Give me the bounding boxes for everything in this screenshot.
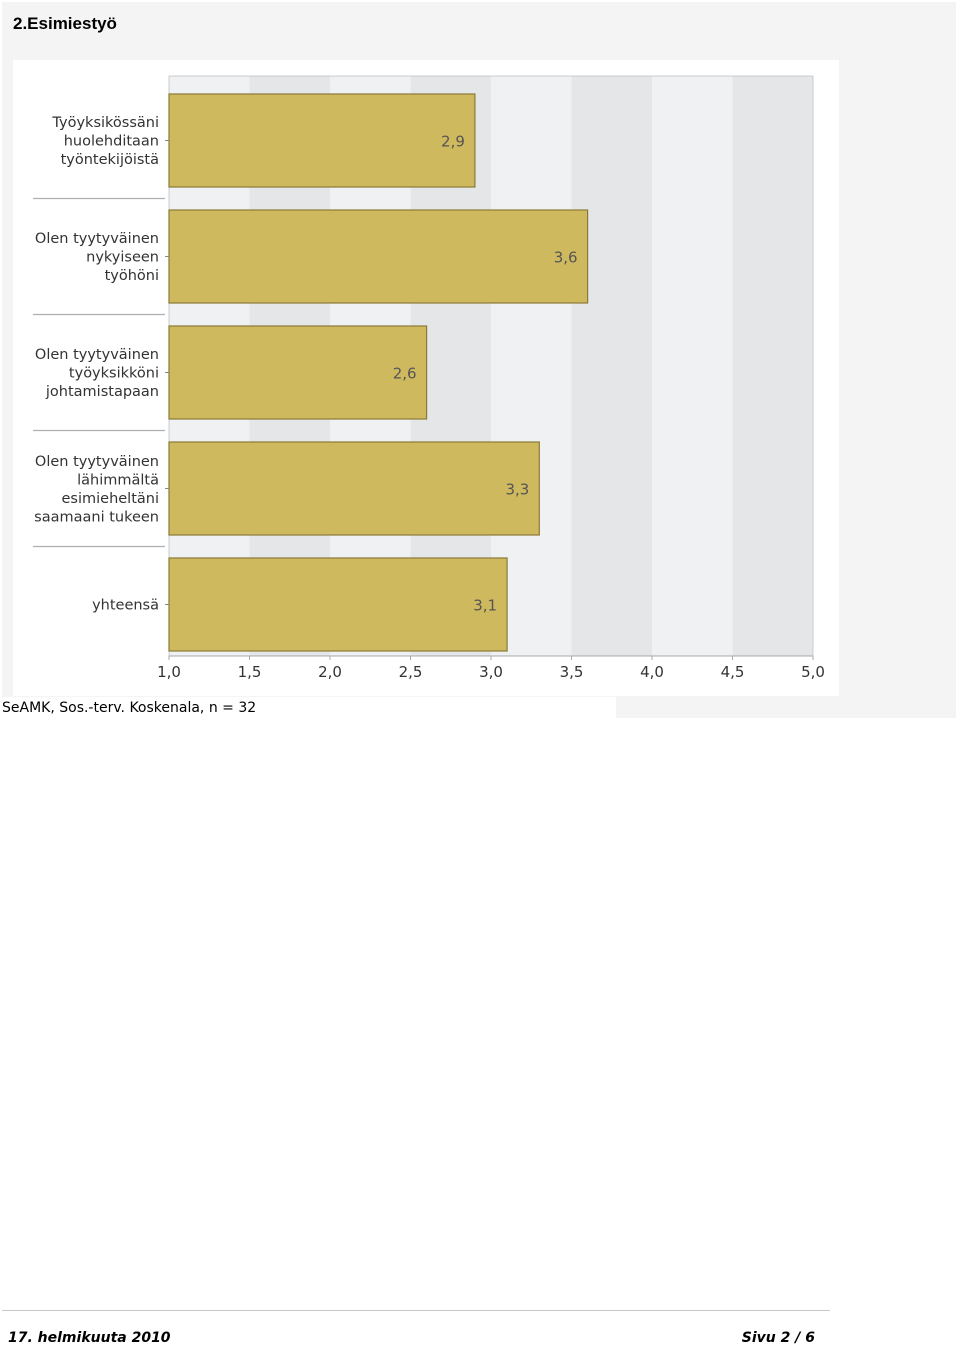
category-labels: Työyksikössäni huolehditaan työntekijöistä… — [33, 115, 169, 614]
category-label-4-line-0: yhteensä — [92, 598, 159, 614]
category-label-0-line-0: Työyksikössäni — [51, 115, 159, 131]
category-label-2-line-2: johtamistapaan — [45, 384, 159, 400]
category-label-3-line-1: lähimmältä — [77, 472, 159, 488]
category-label-1-line-1: nykyiseen — [86, 250, 159, 266]
category-label-3-line-2: esimieheltäni — [61, 491, 159, 507]
bar-3 — [168, 441, 540, 536]
x-tick-label-0: 1,0 — [157, 663, 181, 681]
x-axis: 1,0 1,5 2,0 2,5 3,0 3,5 4,0 4,5 5,0 — [157, 655, 825, 681]
x-tick-label-3: 2,5 — [399, 663, 423, 681]
x-tick-label-8: 5,0 — [801, 663, 825, 681]
x-tick-label-7: 4,5 — [721, 663, 745, 681]
category-label-2-line-1: työyksikköni — [69, 366, 159, 382]
category-label-1-line-2: työhöni — [105, 268, 159, 284]
bar-chart: 2,9 3,6 2,6 3,3 3,1 Työyksikössäni huolehdita… — [33, 75, 825, 681]
category-label-2: Olen tyytyväinen työyksikköni johtamistapa… — [35, 347, 159, 400]
category-label-1: Olen tyytyväinen nykyiseen työhöni — [35, 231, 159, 284]
category-label-1-line-0: Olen tyytyväinen — [35, 231, 159, 247]
footer-divider — [2, 1310, 830, 1311]
caption-background — [0, 697, 616, 720]
bar-4 — [168, 557, 508, 652]
chart-caption: SeAMK, Sos.-terv. Koskenala, n = 32 — [2, 700, 257, 716]
bar-value-label-0: 2,9 — [441, 133, 465, 151]
x-tick-label-1: 1,5 — [238, 663, 262, 681]
category-label-0-line-2: työntekijöistä — [61, 152, 159, 168]
category-label-3-line-3: saamaani tukeen — [34, 509, 159, 525]
bar-value-label-3: 3,3 — [505, 481, 529, 499]
grid-band-7 — [732, 76, 813, 656]
category-label-0-line-1: huolehditaan — [64, 134, 159, 150]
bars: 2,9 3,6 2,6 3,3 3,1 — [168, 93, 589, 652]
bar-1 — [168, 209, 589, 304]
category-label-3-line-0: Olen tyytyväinen — [35, 454, 159, 470]
grid-band-5 — [571, 76, 652, 656]
grid-band-6 — [652, 76, 733, 656]
section-title: 2.Esimiestyö — [13, 14, 117, 33]
x-tick-label-2: 2,0 — [318, 663, 342, 681]
category-label-3: Olen tyytyväinen lähimmältä esimieheltäni s… — [34, 454, 159, 526]
footer-page-number: Sivu 2 / 6 — [741, 1330, 815, 1346]
bar-0 — [168, 93, 476, 188]
chart-panel: 2,9 3,6 2,6 3,3 3,1 Työyksikössäni huolehdita… — [13, 60, 839, 696]
bar-value-label-2: 2,6 — [393, 365, 417, 383]
footer-date: 17. helmikuuta 2010 — [8, 1330, 171, 1346]
x-tick-label-6: 4,0 — [640, 663, 664, 681]
x-tick-label-5: 3,5 — [560, 663, 584, 681]
bar-value-label-4: 3,1 — [473, 597, 497, 615]
bar-2 — [168, 325, 428, 420]
category-label-0: Työyksikössäni huolehditaan työntekijöistä — [51, 115, 159, 168]
bar-value-label-1: 3,6 — [554, 249, 578, 267]
category-label-4: yhteensä — [92, 598, 159, 614]
x-tick-label-4: 3,0 — [479, 663, 503, 681]
category-label-2-line-0: Olen tyytyväinen — [35, 347, 159, 363]
